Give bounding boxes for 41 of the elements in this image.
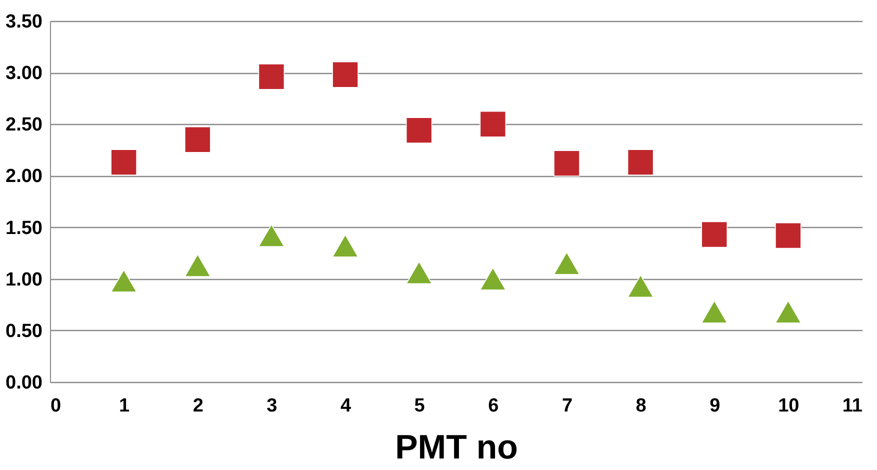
x-tick-label: 0 bbox=[50, 396, 62, 416]
y-tick-label: 2.50 bbox=[6, 114, 42, 136]
x-tick-label: 5 bbox=[414, 396, 426, 416]
x-tick-label: 10 bbox=[778, 396, 800, 416]
y-tick-label: 0.00 bbox=[6, 372, 42, 394]
x-tick-label: 7 bbox=[562, 396, 573, 416]
y-tick-label: 1.00 bbox=[6, 269, 42, 290]
x-tick-label: 8 bbox=[636, 396, 646, 416]
point bbox=[554, 150, 580, 176]
y-tick-label: 3.00 bbox=[6, 63, 42, 84]
point bbox=[554, 252, 580, 275]
point bbox=[775, 222, 802, 249]
y-tick-label: 0.50 bbox=[6, 320, 42, 342]
point bbox=[701, 221, 728, 248]
x-tick-label: 9 bbox=[710, 396, 720, 416]
point bbox=[701, 300, 728, 324]
point bbox=[110, 149, 137, 176]
x-axis-title: PMT no bbox=[395, 428, 518, 466]
point bbox=[480, 267, 506, 290]
x-tick-label: 1 bbox=[119, 396, 130, 416]
point bbox=[775, 300, 802, 324]
point bbox=[332, 61, 358, 88]
point bbox=[627, 274, 654, 298]
point bbox=[406, 261, 432, 284]
y-tick-label: 1.50 bbox=[6, 218, 42, 239]
x-tick-label: 4 bbox=[340, 396, 352, 416]
point bbox=[110, 269, 137, 292]
point bbox=[184, 126, 211, 153]
point bbox=[258, 64, 285, 90]
point bbox=[258, 224, 285, 247]
point bbox=[627, 149, 654, 176]
y-tick-label: 3.50 bbox=[6, 12, 42, 32]
y-tick-label: 2.00 bbox=[6, 166, 42, 188]
x-tick-label: 3 bbox=[266, 396, 278, 416]
x-tick-label: 2 bbox=[192, 396, 204, 416]
point bbox=[332, 234, 358, 258]
x-tick-label: 6 bbox=[488, 396, 499, 416]
x-tick-label: 11 bbox=[842, 396, 863, 416]
point bbox=[184, 254, 211, 277]
point bbox=[406, 117, 432, 144]
point bbox=[480, 110, 506, 138]
